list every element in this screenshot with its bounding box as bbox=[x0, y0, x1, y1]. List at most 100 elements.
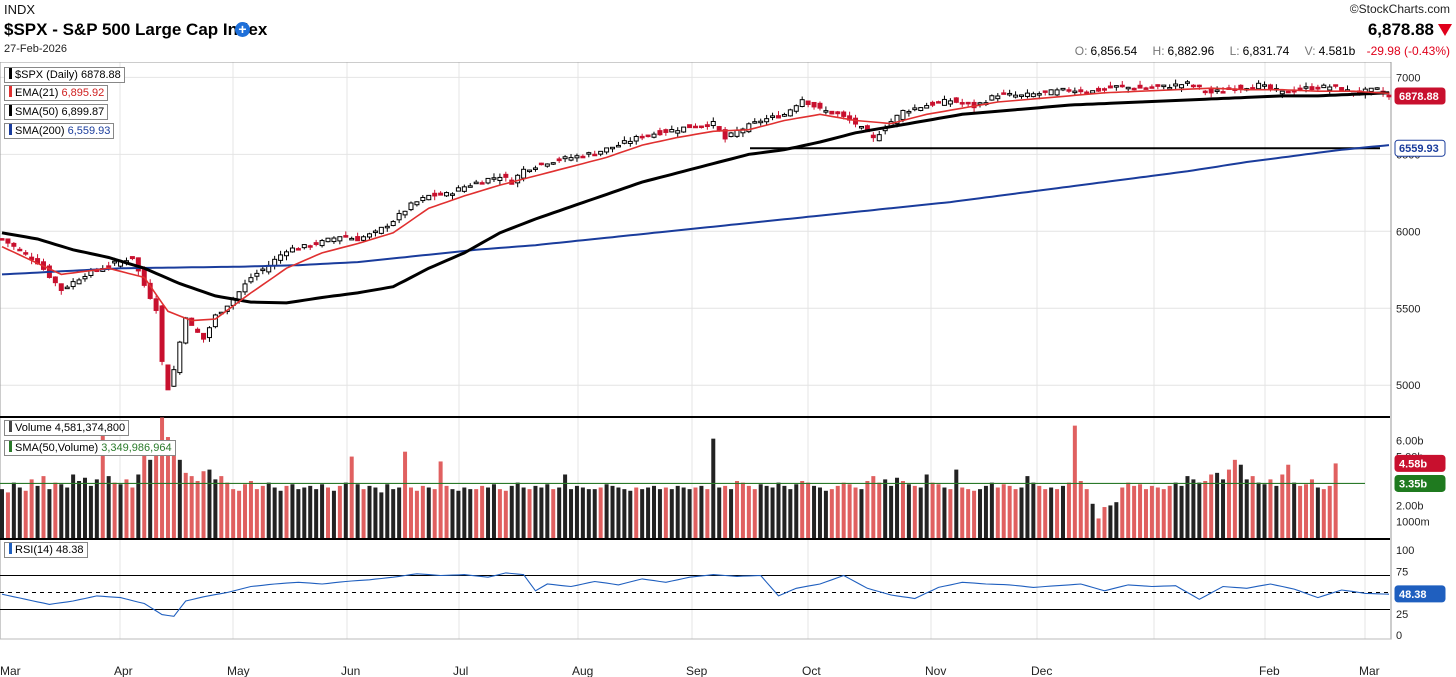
candle bbox=[1202, 90, 1208, 94]
volume-y-tick: 6.00b bbox=[1396, 435, 1424, 447]
candle bbox=[396, 212, 402, 221]
candle bbox=[663, 129, 669, 133]
candle bbox=[1042, 90, 1048, 93]
volume-bar bbox=[889, 485, 894, 538]
volume-bar bbox=[278, 490, 283, 538]
candle bbox=[1262, 84, 1268, 87]
volume-bar bbox=[1256, 482, 1261, 538]
candle bbox=[189, 317, 195, 326]
candle bbox=[1119, 84, 1125, 88]
chart-area[interactable]: Mar Apr May Jun Jul Aug Sep Oct Nov Dec Feb Mar 5000… bbox=[0, 62, 1456, 677]
candle bbox=[704, 124, 710, 128]
volume-bar bbox=[995, 487, 1000, 538]
candle bbox=[284, 251, 290, 257]
candle bbox=[467, 185, 473, 188]
volume-bar bbox=[266, 482, 271, 538]
volume-bar bbox=[65, 487, 70, 538]
x-tick-mar: Mar bbox=[0, 664, 21, 677]
volume-bar bbox=[877, 482, 882, 538]
volume-bar bbox=[201, 471, 206, 538]
candle bbox=[349, 237, 355, 241]
candle bbox=[805, 100, 811, 106]
volume-bar bbox=[729, 489, 734, 538]
candle bbox=[1036, 93, 1042, 96]
volume-bar bbox=[930, 482, 935, 538]
candle bbox=[1078, 89, 1084, 93]
candle bbox=[254, 272, 260, 277]
volume-bar bbox=[397, 487, 402, 538]
candle bbox=[455, 187, 461, 192]
stockcharts-logo[interactable]: ©StockCharts.com bbox=[1349, 2, 1450, 16]
volume-bar bbox=[800, 481, 805, 538]
candle bbox=[953, 97, 959, 103]
candle bbox=[473, 181, 479, 185]
volume-bar bbox=[183, 472, 188, 538]
volume-bar bbox=[598, 487, 603, 538]
volume-bar bbox=[942, 487, 947, 538]
candle bbox=[248, 277, 254, 283]
candle bbox=[195, 328, 201, 333]
volume-bar bbox=[106, 476, 111, 538]
add-plus-icon[interactable]: + bbox=[235, 22, 250, 37]
volume-bar bbox=[1298, 485, 1303, 538]
volume-bar bbox=[207, 469, 212, 538]
volume-bar bbox=[320, 484, 325, 538]
candle bbox=[734, 129, 740, 137]
volume-bar bbox=[171, 450, 176, 538]
volume-bar bbox=[391, 489, 396, 538]
volume-bar bbox=[1327, 485, 1332, 538]
volume-bar bbox=[1268, 479, 1273, 538]
candle bbox=[1060, 87, 1066, 91]
rsi-tag: 48.38 bbox=[1399, 589, 1427, 601]
volume-bar bbox=[794, 484, 799, 538]
volume-bar bbox=[610, 485, 615, 538]
volume-bar bbox=[853, 487, 858, 538]
candle bbox=[651, 133, 657, 138]
candle bbox=[485, 177, 491, 184]
candle bbox=[544, 163, 550, 167]
candle bbox=[746, 123, 752, 133]
volume-bar bbox=[527, 489, 532, 538]
candle bbox=[841, 111, 847, 117]
volume-bar bbox=[1025, 476, 1030, 538]
candle bbox=[5, 238, 11, 244]
volume-bar bbox=[349, 456, 354, 538]
candle bbox=[313, 242, 319, 246]
candle bbox=[1173, 83, 1179, 87]
volume-bar bbox=[379, 492, 384, 538]
candle bbox=[823, 110, 829, 113]
volume-bar bbox=[746, 485, 751, 538]
volume-bar bbox=[563, 474, 568, 538]
volume-bar bbox=[272, 487, 277, 538]
candle bbox=[615, 144, 621, 148]
candle bbox=[307, 245, 313, 248]
volume-bar bbox=[509, 485, 514, 538]
candle bbox=[1084, 91, 1090, 95]
candle bbox=[604, 147, 610, 153]
candle bbox=[361, 236, 367, 241]
volume-bar bbox=[237, 490, 242, 538]
volume-bar bbox=[521, 487, 526, 538]
candle bbox=[1267, 84, 1273, 90]
open-label: O: bbox=[1074, 44, 1088, 58]
volume-bar bbox=[59, 484, 64, 538]
volume-bar bbox=[124, 479, 129, 538]
candle bbox=[177, 341, 183, 374]
volume-bar bbox=[817, 487, 822, 538]
sma200-line bbox=[1, 144, 1390, 276]
volume-bar bbox=[545, 484, 550, 538]
candle bbox=[260, 268, 266, 272]
volume-bar bbox=[569, 489, 574, 538]
candle bbox=[580, 155, 586, 159]
volume-bar bbox=[616, 487, 621, 538]
volume-bar bbox=[1013, 489, 1018, 538]
x-tick-sep: Sep bbox=[686, 664, 708, 677]
candle bbox=[1161, 84, 1167, 88]
candle bbox=[675, 130, 681, 134]
candle bbox=[669, 128, 675, 133]
candle bbox=[870, 134, 876, 139]
volume-bar bbox=[408, 487, 413, 538]
volume-bar bbox=[592, 489, 597, 538]
candle bbox=[556, 158, 562, 162]
candle bbox=[1303, 86, 1309, 89]
